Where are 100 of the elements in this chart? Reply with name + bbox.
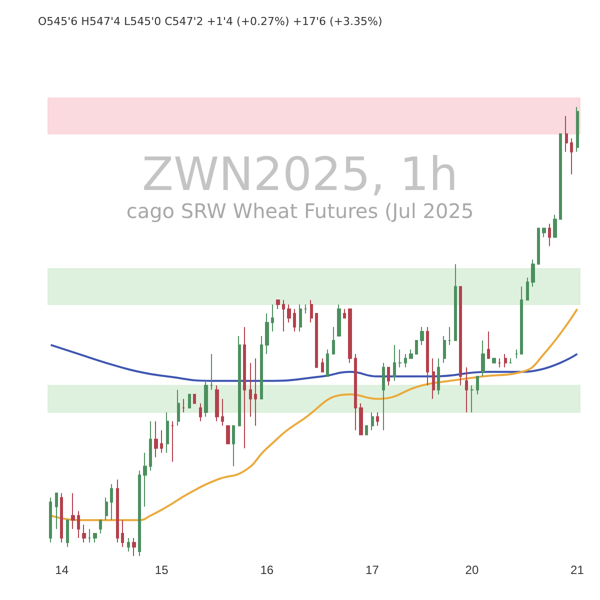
candlestick bbox=[66, 520, 69, 548]
candlestick bbox=[398, 348, 402, 368]
candlestick bbox=[492, 358, 496, 364]
candlestick bbox=[326, 348, 329, 377]
candlestick bbox=[71, 492, 75, 530]
candlestick bbox=[249, 362, 252, 418]
candlestick bbox=[149, 420, 152, 472]
candlestick bbox=[204, 380, 208, 418]
x-tick-label: 21 bbox=[570, 563, 584, 577]
candlestick bbox=[182, 398, 185, 413]
candlestick bbox=[526, 277, 529, 301]
candlestick bbox=[531, 259, 535, 288]
candlestick bbox=[166, 412, 169, 454]
text: O545'6 H547'4 L545'0 C547'2 +1'4 (+0.27%) +17'6 (+3.35%) bbox=[38, 15, 382, 28]
candlestick bbox=[432, 358, 435, 400]
candlestick bbox=[143, 452, 147, 508]
x-tick-label: 20 bbox=[465, 563, 479, 577]
candlestick bbox=[304, 304, 307, 314]
candlestick bbox=[548, 223, 551, 247]
candlestick bbox=[420, 326, 424, 346]
candlestick bbox=[310, 300, 313, 324]
candlestick bbox=[537, 228, 540, 265]
x-tick-label: 17 bbox=[366, 563, 380, 577]
candlestick bbox=[60, 492, 63, 544]
candlestick bbox=[254, 358, 257, 426]
candlestick bbox=[238, 335, 241, 426]
candlestick bbox=[520, 286, 523, 354]
candlestick bbox=[49, 497, 52, 544]
text: cago SRW Wheat Futures (Jul 2025 bbox=[126, 199, 474, 223]
candlestick bbox=[559, 133, 562, 220]
candlestick bbox=[409, 348, 413, 359]
candlestick bbox=[188, 394, 191, 408]
x-tick-label: 14 bbox=[55, 563, 69, 577]
candlestick bbox=[542, 228, 546, 238]
candlestick bbox=[315, 313, 318, 368]
candlestick bbox=[498, 358, 501, 368]
candlestick bbox=[121, 520, 124, 548]
candlestick bbox=[481, 340, 485, 377]
candlestick bbox=[348, 308, 352, 364]
candlestick bbox=[282, 300, 285, 332]
candlestick bbox=[138, 470, 141, 556]
candlestick bbox=[127, 538, 130, 552]
candlestick bbox=[193, 394, 196, 404]
candlestick bbox=[382, 362, 385, 431]
candlestick bbox=[232, 425, 235, 467]
x-tick-label: 15 bbox=[154, 563, 169, 577]
candlestick bbox=[271, 304, 274, 332]
candlestick bbox=[337, 304, 341, 336]
candlestick bbox=[77, 510, 80, 539]
candlestick bbox=[393, 344, 396, 382]
candlestick bbox=[415, 340, 418, 354]
candlestick bbox=[132, 538, 136, 556]
candlestick bbox=[299, 304, 302, 332]
candlestick bbox=[321, 358, 324, 372]
candlestick bbox=[221, 398, 224, 426]
candlestick bbox=[82, 524, 86, 544]
candlestick bbox=[570, 138, 573, 175]
candlestick bbox=[465, 366, 468, 413]
candlestick bbox=[343, 308, 346, 319]
candlestick bbox=[105, 497, 108, 521]
candlestick bbox=[365, 425, 368, 436]
candlestick bbox=[99, 520, 102, 534]
x-tick-label: 16 bbox=[260, 563, 274, 577]
candlestick bbox=[515, 348, 518, 359]
candlestick bbox=[354, 353, 357, 431]
candlestick bbox=[55, 492, 58, 530]
candlestick bbox=[404, 353, 407, 368]
candlestick bbox=[459, 286, 462, 386]
candlestick bbox=[437, 358, 440, 395]
candlestick bbox=[387, 366, 390, 386]
candlestick bbox=[265, 313, 269, 354]
candlestick bbox=[376, 412, 379, 426]
text: ZWN2025, 1h bbox=[142, 147, 458, 201]
candlestick bbox=[199, 402, 202, 422]
candlestick bbox=[210, 353, 213, 390]
candlestick bbox=[553, 214, 557, 238]
candlestick bbox=[448, 326, 451, 346]
candlestick bbox=[160, 430, 163, 454]
candlestick bbox=[154, 420, 158, 458]
candlestick bbox=[487, 330, 490, 359]
candlestick bbox=[476, 376, 479, 395]
candlestick bbox=[93, 533, 97, 544]
candlestick bbox=[177, 389, 180, 426]
candlestick bbox=[371, 412, 374, 431]
candlestick bbox=[287, 304, 291, 324]
candlestick bbox=[116, 479, 119, 544]
candlestick bbox=[443, 335, 446, 364]
candlestick bbox=[276, 300, 280, 310]
candlestick bbox=[171, 420, 174, 462]
candlestick bbox=[565, 115, 568, 152]
candlestick bbox=[260, 335, 263, 400]
candlestick bbox=[293, 308, 296, 332]
candlestick bbox=[426, 326, 429, 386]
candlestick bbox=[226, 425, 230, 444]
candlestick bbox=[454, 264, 457, 341]
candlestick bbox=[359, 402, 363, 436]
candlestick bbox=[332, 326, 335, 354]
candlestick bbox=[504, 353, 507, 368]
candlestick bbox=[243, 326, 246, 449]
candlestick bbox=[110, 484, 113, 521]
